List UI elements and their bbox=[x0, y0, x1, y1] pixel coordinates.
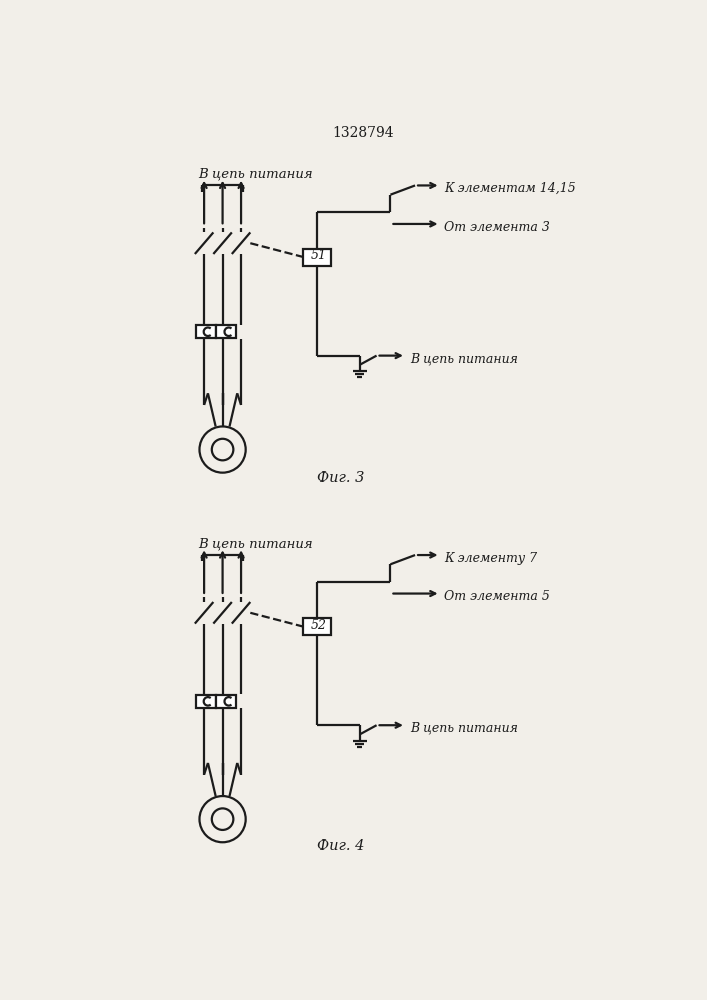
Text: К элементам 14,15: К элементам 14,15 bbox=[444, 182, 576, 195]
Bar bbox=[196, 695, 216, 708]
Bar bbox=[303, 618, 331, 635]
Text: В цепь питания: В цепь питания bbox=[409, 352, 518, 365]
Text: К элементу 7: К элементу 7 bbox=[444, 552, 537, 565]
Bar bbox=[216, 325, 236, 338]
Bar bbox=[196, 325, 216, 338]
Text: В цепь питания: В цепь питания bbox=[198, 537, 312, 550]
Text: Фиг. 4: Фиг. 4 bbox=[317, 839, 364, 853]
Bar bbox=[216, 695, 236, 708]
Text: 52: 52 bbox=[311, 619, 327, 632]
Text: 1328794: 1328794 bbox=[332, 126, 394, 140]
Text: В цепь питания: В цепь питания bbox=[409, 722, 518, 735]
Text: 51: 51 bbox=[311, 249, 327, 262]
Text: От элемента 5: От элемента 5 bbox=[444, 590, 550, 603]
Text: Фиг. 3: Фиг. 3 bbox=[317, 471, 364, 485]
Text: В цепь питания: В цепь питания bbox=[198, 168, 312, 181]
Bar bbox=[303, 249, 331, 266]
Text: От элемента 3: От элемента 3 bbox=[444, 221, 550, 234]
